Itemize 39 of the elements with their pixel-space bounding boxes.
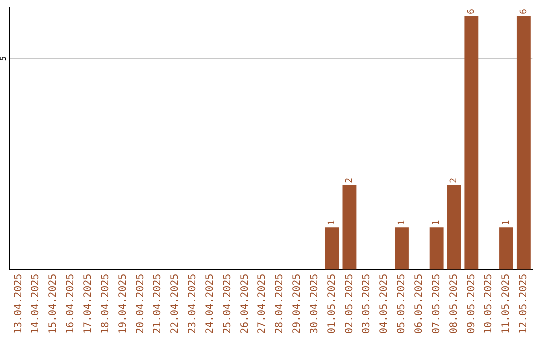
x-tick-label: 27.04.2025 — [257, 274, 268, 334]
x-tick-label: 22.04.2025 — [170, 274, 182, 334]
data-label: 1 — [432, 220, 442, 226]
x-tick-label: 12.05.2025 — [518, 274, 530, 334]
x-tick-label: 09.05.2025 — [466, 274, 478, 334]
data-label: 6 — [467, 9, 478, 14]
data-label: 1 — [397, 220, 408, 226]
x-tick-label: 29.04.2025 — [292, 274, 304, 334]
x-tick-label: 10.05.2025 — [484, 274, 495, 334]
data-label: 1 — [328, 220, 338, 226]
x-tick-label: 03.05.2025 — [362, 274, 373, 334]
x-tick-label: 04.05.2025 — [379, 274, 390, 334]
x-tick-label: 28.04.2025 — [274, 274, 286, 334]
x-tick-label: 06.05.2025 — [414, 274, 425, 334]
x-tick-label: 23.04.2025 — [188, 274, 199, 334]
x-tick-label: 07.05.2025 — [431, 274, 442, 334]
x-tick-label: 14.04.2025 — [30, 274, 42, 334]
x-tick-label: 25.04.2025 — [222, 274, 234, 334]
x-tick-label: 30.04.2025 — [309, 274, 320, 334]
data-label: 1 — [502, 220, 512, 226]
ref-line-label: 5 — [0, 56, 8, 62]
x-tick-label: 01.05.2025 — [326, 274, 338, 334]
x-tick-label: 13.04.2025 — [13, 274, 24, 334]
x-tick-label: 11.05.2025 — [501, 274, 512, 334]
x-tick-label: 19.04.2025 — [118, 274, 129, 334]
x-tick-label: 02.05.2025 — [344, 274, 356, 334]
x-tick-label: 16.04.2025 — [66, 274, 77, 334]
x-tick-label: 05.05.2025 — [396, 274, 408, 334]
x-tick-label: 08.05.2025 — [448, 274, 460, 334]
x-tick-label: 15.04.2025 — [48, 274, 60, 334]
data-label: 2 — [450, 178, 460, 184]
x-tick-label: 20.04.2025 — [135, 274, 146, 334]
x-tick-label: 18.04.2025 — [100, 274, 112, 334]
x-tick-label: 24.04.2025 — [204, 274, 216, 334]
data-label: 2 — [345, 178, 356, 184]
x-tick-label: 26.04.2025 — [240, 274, 251, 334]
x-tick-label: 21.04.2025 — [152, 274, 164, 334]
x-tick-label: 17.04.2025 — [82, 274, 94, 334]
data-label: 6 — [519, 9, 530, 14]
